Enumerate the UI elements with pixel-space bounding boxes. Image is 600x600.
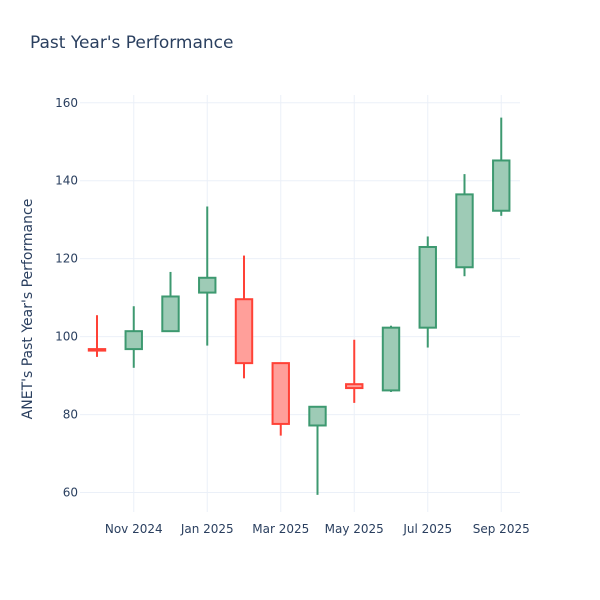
x-tick-labels: Nov 2024 Jan 2025 Mar 2025 May 2025 Jul 2025… xyxy=(105,522,530,536)
x-tick-label: Sep 2025 xyxy=(473,522,530,536)
candle-body xyxy=(271,362,290,425)
candle xyxy=(492,117,511,216)
candle xyxy=(455,174,474,277)
chart-title: Past Year's Performance xyxy=(30,33,234,53)
candle-body xyxy=(87,348,107,352)
y-axis-title: ANET's Past Year's Performance xyxy=(20,199,36,420)
candle-body xyxy=(161,295,180,333)
candle-body xyxy=(455,193,474,269)
candle-body xyxy=(308,405,327,427)
x-tick-label: May 2025 xyxy=(325,522,384,536)
candle-body xyxy=(345,383,364,390)
candle xyxy=(124,306,143,368)
y-tick-label: 80 xyxy=(63,408,78,422)
y-tick-label: 60 xyxy=(63,486,78,500)
candle xyxy=(308,405,327,495)
candle xyxy=(161,271,180,333)
candle xyxy=(381,325,401,392)
y-tick-label: 100 xyxy=(55,330,78,344)
candle xyxy=(345,339,364,403)
candle-body xyxy=(418,245,437,329)
candle-layer xyxy=(87,117,511,495)
candle xyxy=(271,362,290,436)
grid-layer xyxy=(80,95,520,512)
x-tick-label: Nov 2024 xyxy=(105,522,163,536)
candle xyxy=(87,315,107,357)
candle xyxy=(418,236,437,348)
y-tick-label: 160 xyxy=(55,96,78,110)
candle-body xyxy=(381,326,401,392)
candle xyxy=(198,206,217,346)
x-tick-label: Jan 2025 xyxy=(180,522,234,536)
y-tick-label: 120 xyxy=(55,252,78,266)
candle-body xyxy=(492,159,511,212)
y-tick-labels: 60 80 100 120 140 160 xyxy=(55,96,78,500)
y-tick-label: 140 xyxy=(55,174,78,188)
candle xyxy=(234,255,254,379)
x-tick-label: Mar 2025 xyxy=(252,522,309,536)
candle-body xyxy=(198,276,217,294)
candle-body xyxy=(124,330,143,351)
x-tick-label: Jul 2025 xyxy=(402,522,452,536)
candle-body xyxy=(234,298,254,365)
